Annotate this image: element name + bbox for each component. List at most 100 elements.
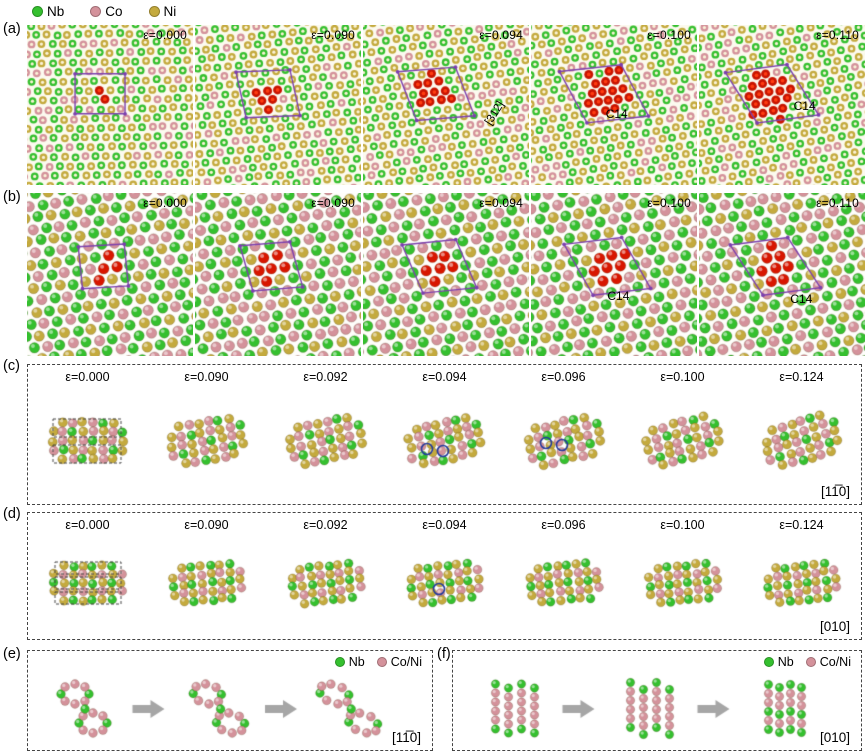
panel-c-5: ε=0.096	[504, 365, 623, 497]
unitcell-canvas-c6	[626, 385, 739, 497]
legend-item-nb: Nb	[334, 655, 365, 669]
row-d-cells: ε=0.000 ε=0.090 ε=0.092 ε=0.094 ε=0.096 …	[28, 513, 861, 633]
strain-label: ε=0.090	[184, 518, 229, 532]
legend-item-nb: Nb	[763, 655, 794, 669]
strain-label: ε=0.000	[65, 370, 110, 384]
strain-label: ε=0.124	[779, 518, 824, 532]
panel-c-2: ε=0.090	[147, 365, 266, 497]
coni-atom-icon	[376, 657, 387, 667]
coni-atom-icon	[805, 657, 816, 667]
legend-label-nb: Nb	[348, 655, 365, 669]
ni-atom-icon	[148, 6, 160, 17]
panel-c-6: ε=0.100	[623, 365, 742, 497]
phase-label-c14: C14	[793, 98, 816, 113]
snapshot-canvas-b5	[699, 193, 865, 356]
strain-label: ε=0.000	[143, 28, 187, 42]
panel-b-4: ε=0.100 C14	[531, 193, 697, 356]
panel-label-a: (a)	[3, 21, 21, 37]
snapshot-canvas-a1	[27, 25, 193, 185]
strain-label: ε=0.090	[184, 370, 229, 384]
snapshot-canvas-a3	[363, 25, 529, 185]
panel-c-3: ε=0.092	[266, 365, 385, 497]
unitcell-canvas-d7	[745, 533, 858, 633]
unitcell-canvas-d6	[626, 533, 739, 633]
zone-axis-label: [11̅0]	[391, 730, 421, 745]
legend-item-coni: Co/Ni	[376, 655, 422, 669]
nb-atom-icon	[334, 657, 345, 667]
strain-label: ε=0.124	[779, 370, 824, 384]
strain-label: ε=0.096	[541, 518, 586, 532]
strain-label: ε=0.100	[647, 196, 691, 210]
strain-label: ε=0.000	[65, 518, 110, 532]
panel-label-d: (d)	[3, 506, 21, 522]
strain-label: ε=0.110	[816, 28, 859, 42]
panel-b-1: ε=0.000	[27, 193, 193, 356]
legend-label-coni: Co/Ni	[390, 655, 422, 669]
panel-a-1: ε=0.000	[27, 25, 193, 185]
legend-item-ni: Ni	[148, 4, 177, 19]
panel-d-3: ε=0.092	[266, 513, 385, 633]
panel-label-f: (f)	[437, 646, 451, 662]
legend-label-coni: Co/Ni	[819, 655, 851, 669]
snapshot-canvas-a4	[531, 25, 697, 185]
panel-a-5: ε=0.110 C14	[699, 25, 865, 185]
legend-label-co: Co	[105, 4, 123, 19]
panel-label-b: (b)	[3, 189, 21, 205]
panel-d-6: ε=0.100	[623, 513, 742, 633]
unitcell-canvas-d2	[150, 533, 263, 633]
legend-label-nb: Nb	[777, 655, 794, 669]
unitcell-canvas-c5	[507, 385, 620, 497]
panel-e-legend: Nb Co/Ni	[334, 655, 422, 669]
panel-d-4: ε=0.094	[385, 513, 504, 633]
strain-label: ε=0.092	[303, 370, 348, 384]
legend-label-nb: Nb	[47, 4, 65, 19]
panel-c-4: ε=0.094	[385, 365, 504, 497]
zone-axis-label: [010]	[819, 619, 850, 634]
legend-label-ni: Ni	[163, 4, 177, 19]
panel-b-3: ε=0.094	[363, 193, 529, 356]
unitcell-canvas-c3	[269, 385, 382, 497]
strain-label: ε=0.094	[422, 370, 467, 384]
snapshot-canvas-b1	[27, 193, 193, 356]
snapshot-canvas-a2	[195, 25, 361, 185]
panel-b-2: ε=0.090	[195, 193, 361, 356]
panel-f-box: Nb Co/Ni [010]	[452, 650, 862, 751]
phase-label-c14: C14	[605, 106, 628, 121]
strain-label: ε=0.000	[143, 196, 187, 210]
nb-atom-icon	[32, 6, 43, 17]
panel-c-box: ε=0.000 ε=0.090 ε=0.092 ε=0.094 ε=0.096 …	[27, 364, 862, 505]
panel-a-3: ε=0.094 [312]	[363, 25, 529, 185]
panel-c-1: ε=0.000	[28, 365, 147, 497]
snapshot-canvas-b3	[363, 193, 529, 356]
panel-d-1: ε=0.000	[28, 513, 147, 633]
panel-a-2: ε=0.090	[195, 25, 361, 185]
row-c-cells: ε=0.000 ε=0.090 ε=0.092 ε=0.094 ε=0.096 …	[28, 365, 861, 497]
unitcell-canvas-c7	[745, 385, 858, 497]
strain-label: ε=0.092	[303, 518, 348, 532]
unitcell-canvas-d5	[507, 533, 620, 633]
snapshot-canvas-b2	[195, 193, 361, 356]
panel-f-legend: Nb Co/Ni	[763, 655, 851, 669]
panel-d-2: ε=0.090	[147, 513, 266, 633]
schematic-canvas-f	[455, 671, 857, 747]
strain-label: ε=0.094	[479, 196, 523, 210]
strain-label: ε=0.096	[541, 370, 586, 384]
panel-b-5: ε=0.110 C14	[699, 193, 865, 356]
zone-axis-label: [010]	[819, 730, 850, 745]
row-a: ε=0.000 ε=0.090 ε=0.094 [312] ε=0.100 C1…	[27, 25, 865, 185]
unitcell-canvas-c4	[388, 385, 501, 497]
panel-label-e: (e)	[3, 646, 21, 662]
panel-c-7: ε=0.124	[742, 365, 861, 497]
nb-atom-icon	[763, 657, 774, 667]
unitcell-canvas-c2	[150, 385, 263, 497]
panel-e-box: Nb Co/Ni [11̅0]	[27, 650, 433, 751]
strain-label: ε=0.094	[422, 518, 467, 532]
strain-label: ε=0.090	[311, 28, 355, 42]
legend-item-coni: Co/Ni	[805, 655, 851, 669]
co-atom-icon	[90, 6, 102, 17]
zone-axis-label: [11̅0]	[820, 484, 850, 499]
panel-label-c: (c)	[3, 358, 20, 374]
strain-label: ε=0.094	[479, 28, 523, 42]
strain-label: ε=0.100	[647, 28, 691, 42]
